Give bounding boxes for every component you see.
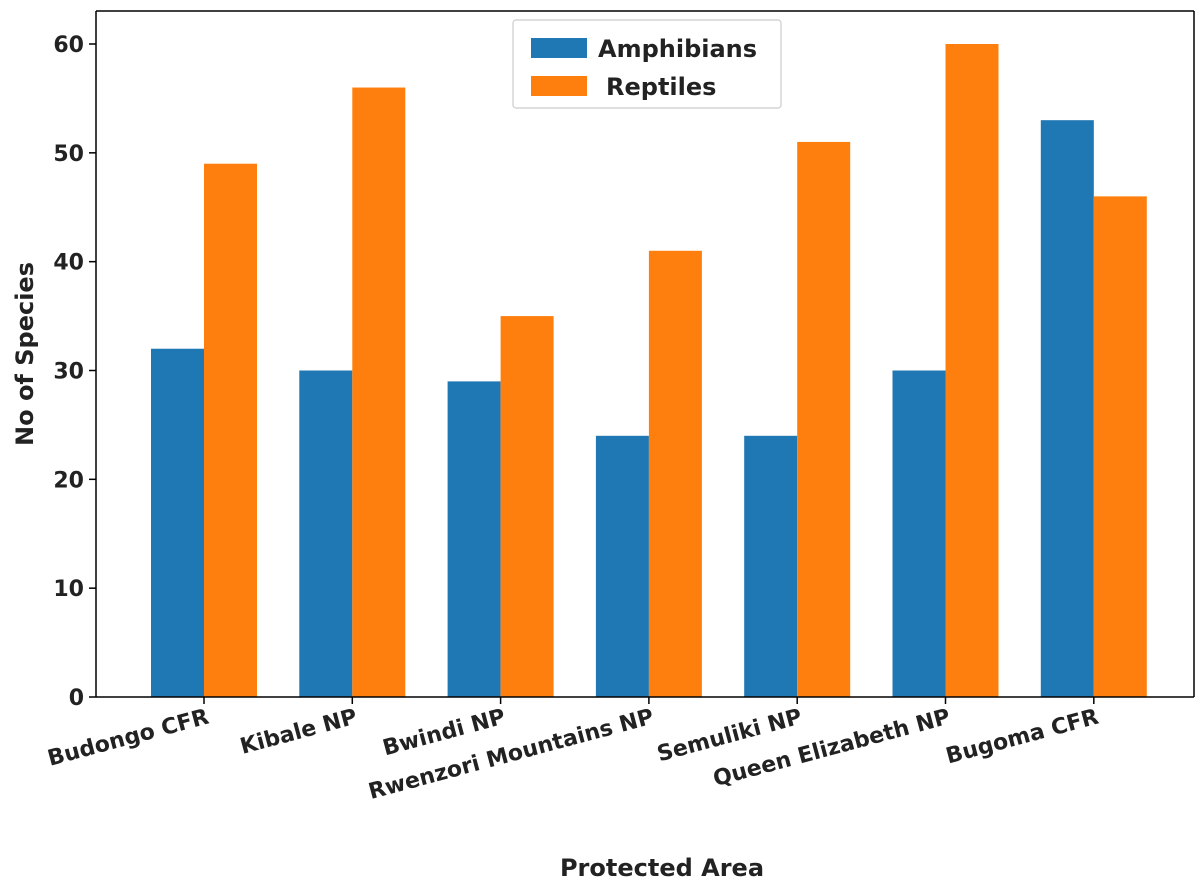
bar-reptiles-queen-elizabeth-np [945, 44, 999, 697]
bar-reptiles-rwenzori-mountains-np [648, 250, 702, 698]
bar-reptiles-semuliki-np [797, 141, 851, 697]
x-tick-label-budongo-cfr: Budongo CFR [45, 705, 211, 772]
bar-reptiles-kibale-np [352, 87, 406, 698]
y-tick-label: 0 [69, 686, 84, 711]
axes-group [95, 10, 1195, 698]
y-tick-label: 50 [53, 142, 84, 167]
y-tick-label: 20 [53, 468, 84, 493]
legend-label-reptiles: Reptiles [606, 73, 716, 101]
bar-amphibians-bwindi-np [447, 381, 501, 697]
legend-swatch-amphibians [531, 38, 587, 58]
bar-reptiles-bugoma-cfr [1093, 196, 1147, 697]
bar-reptiles-bwindi-np [500, 316, 554, 697]
bar-amphibians-rwenzori-mountains-np [595, 435, 649, 697]
y-ticks-group: 0 10 20 30 40 50 60 [53, 33, 96, 711]
y-tick-label: 10 [53, 577, 84, 602]
bar-amphibians-kibale-np [299, 370, 353, 697]
legend: Amphibians Reptiles [512, 19, 782, 109]
x-tick-label-bugoma-cfr: Bugoma CFR [943, 705, 1101, 770]
y-axis-title: No of Species [11, 262, 39, 446]
bar-amphibians-semuliki-np [744, 435, 798, 697]
legend-swatch-reptiles [531, 76, 587, 96]
bar-amphibians-bugoma-cfr [1040, 120, 1094, 697]
y-tick-label: 60 [53, 33, 84, 58]
bar-amphibians-budongo-cfr [151, 348, 204, 697]
y-tick-label: 40 [53, 251, 84, 276]
bar-reptiles-budongo-cfr [204, 163, 257, 697]
bars-group [151, 44, 1147, 698]
x-axis-title: Protected Area [560, 854, 764, 882]
x-tick-label-kibale-np: Kibale NP [238, 705, 360, 760]
legend-label-amphibians: Amphibians [598, 35, 757, 63]
y-tick-label: 30 [53, 360, 84, 385]
bar-amphibians-queen-elizabeth-np [892, 370, 946, 697]
